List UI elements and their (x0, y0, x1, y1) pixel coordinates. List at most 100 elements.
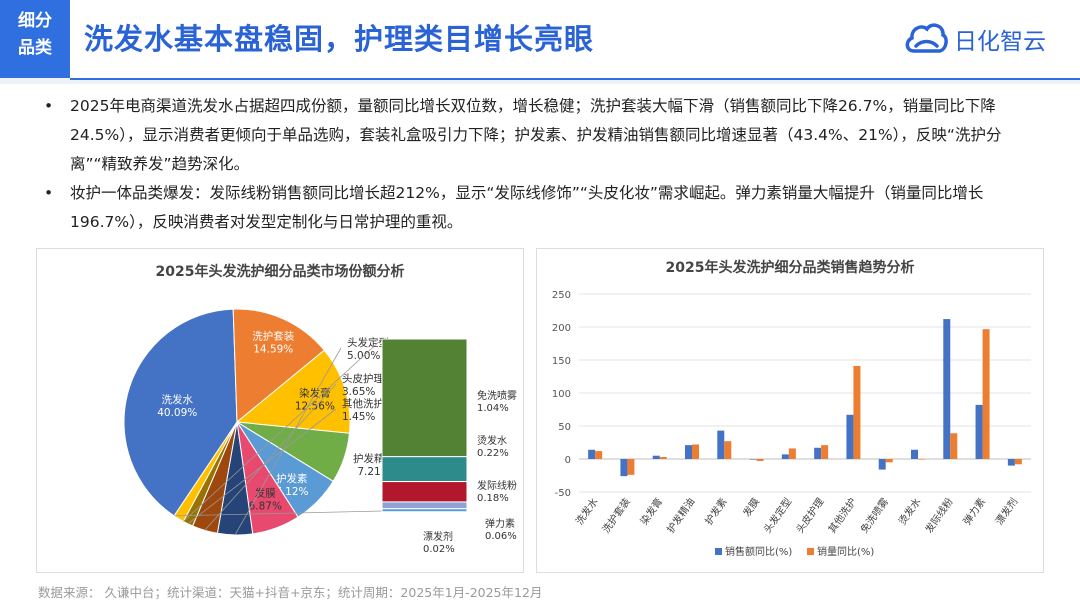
bar (788, 448, 796, 459)
pie-slice-value: 12.56% (295, 400, 335, 412)
bar (911, 449, 918, 459)
logo-text: 日化智云 (954, 29, 1046, 55)
pie-slice (123, 308, 238, 517)
cloud-logo-icon (905, 23, 948, 53)
y-tick-label: 250 (552, 290, 571, 301)
bar (724, 441, 732, 459)
pie-slice-label: 其他洗护 (342, 397, 384, 410)
bar (918, 459, 925, 460)
legend-swatch (715, 548, 722, 555)
pie-slice (235, 349, 351, 434)
bar (620, 459, 628, 477)
x-tick-label: 头皮护理 (793, 495, 827, 535)
y-tick-label: 50 (558, 422, 571, 433)
breakout-value: 1.04% (477, 403, 509, 414)
x-tick-label: 发际线粉 (922, 495, 956, 535)
bar-chart-panel: 2025年头发洗护细分品类销售趋势分析 -50 0 50 100 150 200 250 洗发水… (536, 248, 1044, 573)
section-tag-line2: 品类 (18, 38, 52, 59)
pie-slice-value: 6.87% (249, 500, 282, 512)
bar (781, 454, 789, 459)
bar (685, 445, 692, 459)
legend-label: 销售额同比(%) (725, 545, 792, 558)
pie-leader-line (234, 347, 342, 536)
pie-slice-label: 头皮护理 (342, 372, 384, 385)
header-divider (0, 78, 1080, 84)
x-tick-label: 其他洗护 (825, 495, 859, 535)
bar (1007, 459, 1015, 466)
breakout-label: 烫发水 (477, 434, 507, 447)
bar (595, 451, 603, 459)
y-tick-label: -50 (555, 488, 571, 499)
bar (982, 329, 990, 459)
x-tick-label: 洗护套装 (599, 495, 633, 535)
breakout-value: 0.06% (485, 531, 517, 542)
pie-slice (232, 308, 325, 424)
bar (814, 447, 822, 459)
breakout-label: 发际线粉 (477, 479, 517, 492)
section-tag: 细分 品类 (0, 0, 70, 80)
x-tick-label: 烫发水 (896, 495, 924, 527)
x-tick-label: 弹力素 (960, 495, 988, 527)
page-title: 洗发水基本盘稳固，护理类目增长亮眼 (84, 22, 595, 56)
pie-slice-label: 头发定型 (347, 336, 389, 349)
bar (846, 414, 854, 459)
x-tick-label: 染发膏 (637, 495, 665, 527)
header-accent-line (70, 78, 1080, 80)
breakout-label: 漂发剂 (423, 530, 453, 543)
y-tick-label: 100 (552, 389, 571, 400)
x-tick-label: 护发精油 (664, 495, 698, 535)
pie-slice-label: 护发素 (276, 472, 308, 485)
breakout-segment (381, 456, 468, 483)
bullet-dot: • (44, 184, 54, 202)
data-source-footer: 数据来源： 久谦中台；统计渠道：天猫+抖音+京东；统计周期：2025年1月-20… (38, 585, 543, 600)
section-tag-line1: 细分 (18, 11, 52, 31)
breakout-connector (183, 338, 383, 522)
bar (885, 459, 893, 463)
pie-slice-label: 染发膏 (299, 386, 331, 399)
bar-title: 2025年头发洗护细分品类销售趋势分析 (666, 259, 915, 276)
bullet-text-1: 2025年电商渠道洗发水占据超四成份额，量额同比增长双位数，增长稳健；洗护套装大… (70, 97, 1002, 173)
bar (717, 430, 725, 459)
bar (627, 459, 635, 475)
bullet-item-1: • 2025年电商渠道洗发水占据超四成份额，量额同比增长双位数，增长稳健；洗护套装… (42, 92, 1042, 179)
bar (878, 459, 886, 470)
bar (975, 404, 983, 459)
legend-label: 销量同比(%) (817, 545, 874, 558)
x-tick-label: 洗发水 (573, 495, 601, 527)
y-tick-label: 200 (552, 323, 571, 334)
pie-slice-value: 1.45% (342, 411, 375, 423)
breakout-connector (174, 510, 383, 517)
breakout-segment (381, 338, 468, 458)
y-tick-label: 0 (565, 455, 571, 466)
bar (756, 459, 764, 461)
x-tick-label: 头发定型 (761, 495, 795, 535)
pie-slice-value: 14.59% (253, 344, 293, 356)
x-tick-label: 漂发剂 (992, 495, 1020, 527)
bar (821, 445, 829, 459)
x-tick-label: 护发素 (702, 495, 730, 527)
bullet-text-2: 妆护一体品类爆发：发际线粉销售额同比增长超212%，显示“发际线修饰”“头皮化妆… (70, 184, 984, 231)
pie-slice-label: 洗护套装 (252, 330, 294, 343)
bar (749, 459, 757, 460)
x-tick-label: 发膜 (740, 495, 762, 519)
bullet-item-2: • 妆护一体品类爆发：发际线粉销售额同比增长超212%，显示“发际线修饰”“头皮化… (42, 179, 1042, 237)
bar-chart: 2025年头发洗护细分品类销售趋势分析 -50 0 50 100 150 200 250 洗发水… (552, 259, 1031, 558)
bar (652, 455, 660, 459)
y-tick-label: 150 (552, 356, 571, 367)
pie-leader-line (204, 383, 337, 531)
breakout-label: 弹力素 (485, 517, 515, 530)
legend-swatch (807, 548, 814, 555)
pie-slice-label: 洗发水 (161, 393, 193, 406)
breakout-segment (381, 501, 468, 510)
breakout-label: 免洗喷雾 (477, 389, 517, 402)
bullet-dot: • (44, 97, 54, 115)
bar (692, 444, 699, 459)
pie-title: 2025年头发洗护细分品类市场份额分析 (156, 263, 405, 280)
bar (659, 457, 667, 459)
breakout-value: 0.02% (423, 544, 455, 555)
bar (1014, 459, 1022, 465)
breakout-value: 0.18% (477, 493, 509, 504)
pie-slice-value: 3.65% (342, 386, 375, 398)
